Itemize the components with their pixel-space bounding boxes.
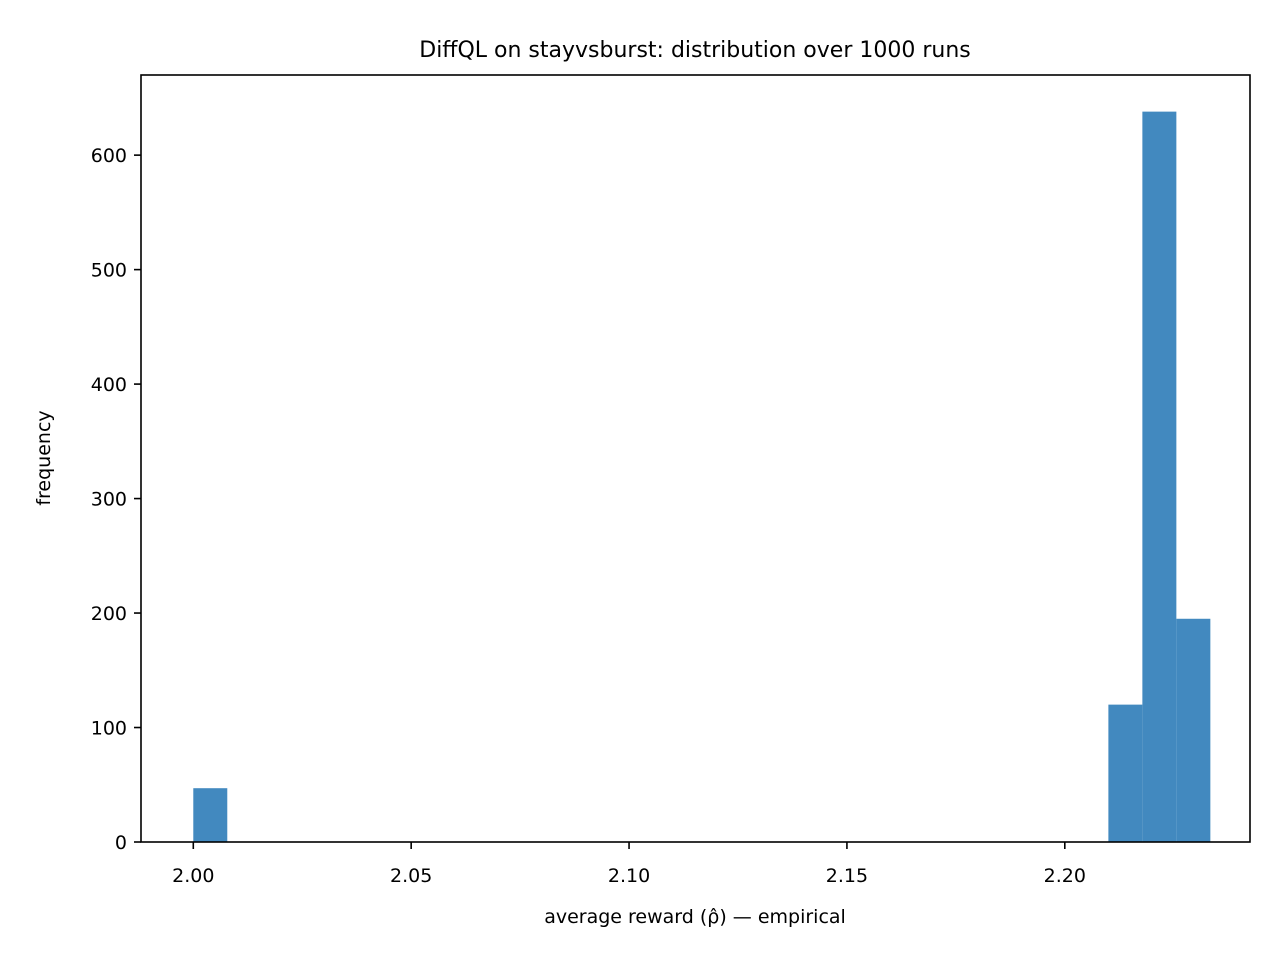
y-tick-label-4: 300 <box>91 489 127 511</box>
chart-title: DiffQL on stayvsburst: distribution over… <box>419 38 970 63</box>
y-tick-label-1: 0 <box>115 832 127 854</box>
x-tick-label-5: 2.20 <box>1044 865 1086 887</box>
y-tick-label-6: 500 <box>91 260 127 282</box>
histogram-bar-3 <box>1142 111 1177 842</box>
x-tick-label-1: 2.00 <box>172 865 214 887</box>
y-axis: 0 100 200 300 400 500 600 <box>91 145 141 854</box>
x-axis: 2.00 2.05 2.10 2.15 2.20 <box>172 842 1086 887</box>
x-tick-label-2: 2.05 <box>390 865 432 887</box>
x-tick-label-4: 2.15 <box>826 865 868 887</box>
histogram-bar-4 <box>1176 618 1211 842</box>
histogram-bar-2 <box>1108 704 1143 842</box>
histogram-bar-1 <box>193 788 228 842</box>
plot-frame <box>140 74 1251 843</box>
y-tick-label-5: 400 <box>91 374 127 396</box>
x-tick-label-3: 2.10 <box>608 865 650 887</box>
y-tick-label-2: 100 <box>91 718 127 740</box>
bars-layer <box>193 111 1211 842</box>
y-tick-label-7: 600 <box>91 145 127 167</box>
x-axis-label: average reward (ρ̂) — empirical <box>544 906 846 928</box>
y-tick-label-3: 200 <box>91 603 127 625</box>
y-axis-label: frequency <box>33 410 55 505</box>
